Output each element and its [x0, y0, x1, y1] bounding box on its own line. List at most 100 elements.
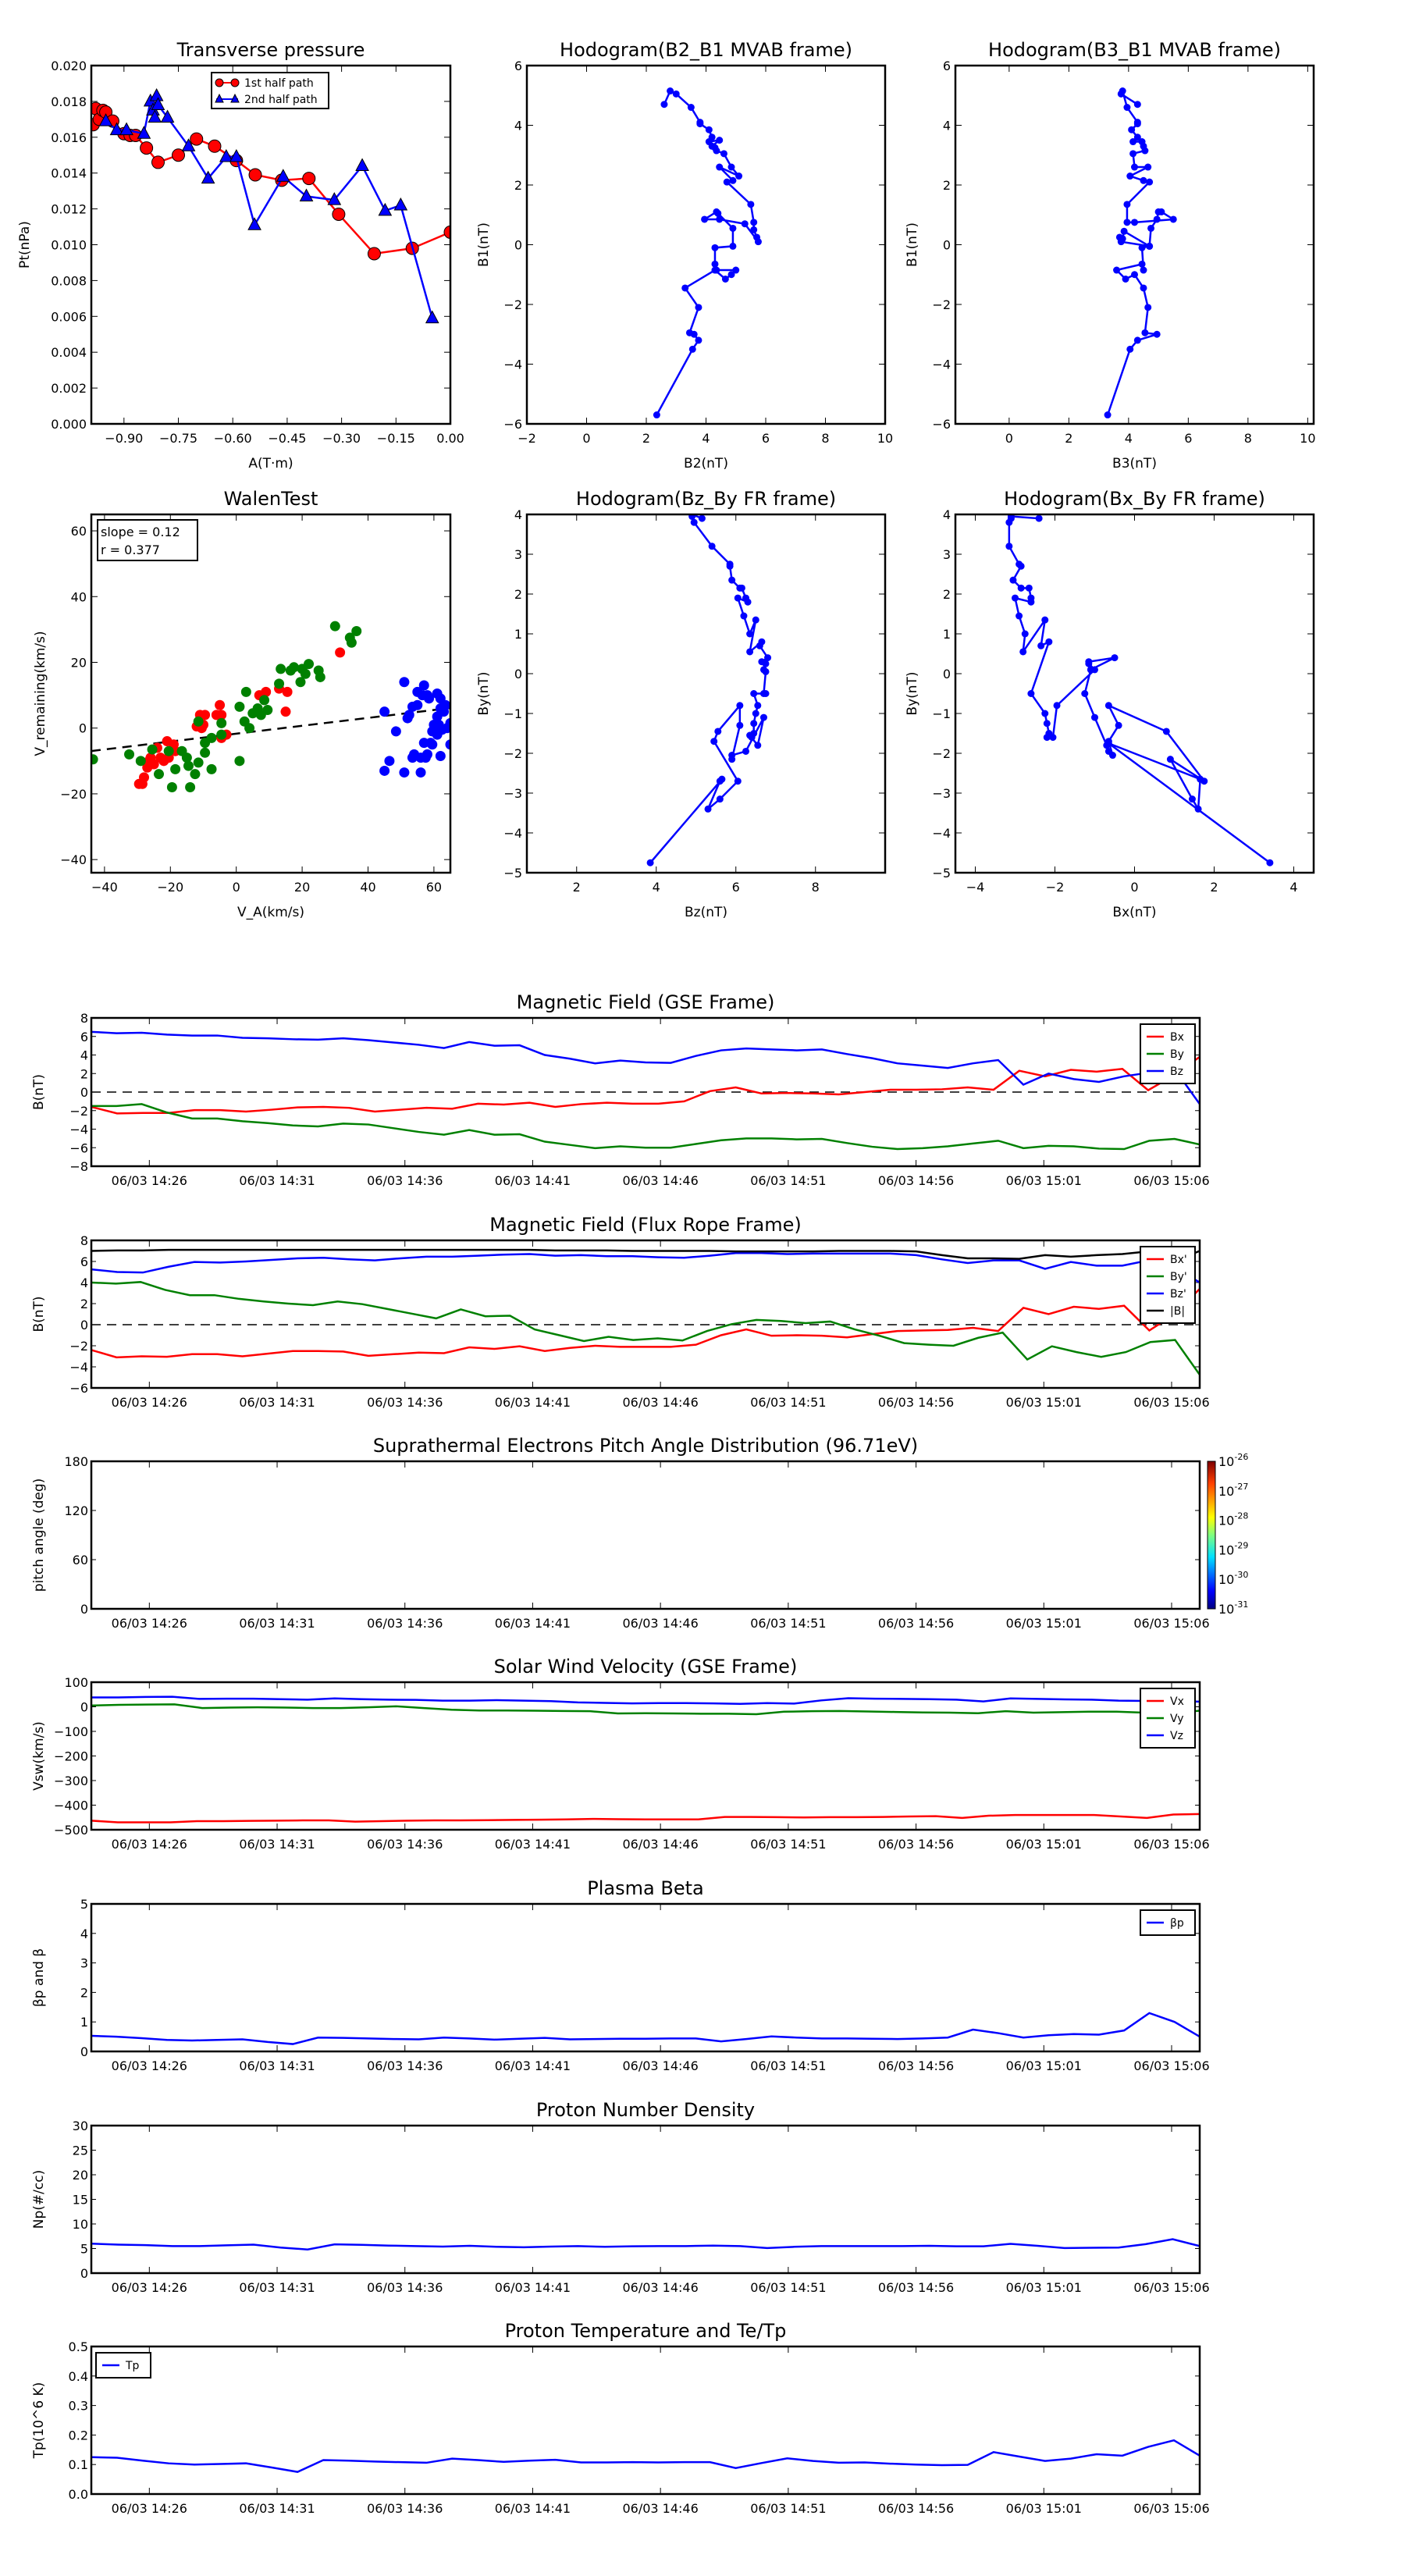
data-point [646, 859, 654, 866]
y-tick-label: 60 [71, 524, 87, 539]
chart-title: Plasma Beta [587, 1877, 703, 1899]
data-point [1141, 329, 1149, 336]
colorbar [1207, 1461, 1216, 1610]
plot-frame [525, 513, 887, 874]
x-tick-label: 06/03 15:06 [1133, 2280, 1209, 2295]
data-point [759, 713, 767, 721]
data-point [1043, 734, 1051, 742]
x-tick-label: 06/03 14:46 [622, 1616, 698, 1631]
x-tick-label: 6 [732, 880, 740, 895]
x-axis-label: V_A(km/s) [237, 905, 304, 920]
colorbar-tick-label: 10-30 [1218, 1570, 1248, 1587]
data-point [185, 782, 196, 793]
data-point [440, 699, 450, 710]
plot-frame [525, 64, 887, 425]
data-point [1117, 238, 1125, 246]
y-tick-label: 4 [943, 507, 951, 522]
chart-title: Hodogram(Bx_By FR frame) [1004, 488, 1265, 510]
legend-label: By' [1170, 1271, 1187, 1283]
data-point [750, 720, 758, 728]
data-point [756, 642, 763, 649]
y-axis-label: B1(nT) [905, 222, 920, 267]
y-tick-label: 0.018 [51, 94, 87, 109]
data-point [183, 760, 194, 771]
data-point [1194, 805, 1202, 813]
plot-frame [90, 1902, 1201, 2053]
data-point [704, 805, 712, 813]
x-tick-label: 06/03 14:36 [367, 1395, 443, 1410]
y-tick-label: 2 [80, 1066, 88, 1081]
data-point [752, 710, 759, 717]
data-point [1141, 147, 1149, 155]
plot-frame [90, 1016, 1201, 1168]
x-tick-label: 10 [1300, 431, 1315, 446]
data-point [744, 598, 752, 606]
data-point [351, 625, 362, 636]
data-point [734, 594, 742, 602]
data-point [443, 225, 450, 239]
data-point [259, 695, 270, 706]
data-point [1081, 690, 1089, 697]
data-point [718, 775, 726, 783]
plot-frame [90, 2345, 1201, 2496]
data-point [1166, 756, 1174, 763]
data-point [740, 612, 748, 620]
y-axis-label: pitch angle (deg) [31, 1478, 47, 1592]
data-point [412, 699, 423, 710]
series-line-Vy [91, 1703, 1200, 1716]
y-axis-label: B1(nT) [476, 222, 492, 267]
data-point [151, 97, 165, 110]
data-point [170, 763, 181, 774]
data-point [244, 723, 255, 734]
y-tick-label: −5 [503, 866, 522, 881]
data-point [716, 137, 724, 144]
y-tick-label: −2 [69, 1339, 88, 1354]
y-tick-label: 0.4 [69, 2369, 88, 2384]
x-tick-label: 06/03 14:31 [239, 2501, 315, 2516]
data-point [181, 138, 196, 151]
x-tick-label: −20 [157, 880, 183, 895]
data-point [379, 765, 390, 776]
data-point [1035, 514, 1043, 522]
x-tick-label: 06/03 14:36 [367, 2058, 443, 2073]
data-point [1041, 616, 1049, 624]
data-point [425, 310, 439, 324]
x-tick-label: −2 [518, 431, 536, 446]
data-point [1131, 163, 1138, 171]
x-tick-label: 60 [426, 880, 442, 895]
data-point [736, 702, 744, 710]
plot-frame [90, 1681, 1201, 1831]
colorbar-tick-label: 10-28 [1218, 1511, 1248, 1528]
plot-frame [90, 64, 452, 425]
data-point [1144, 304, 1152, 311]
plot-area [91, 2439, 1200, 2473]
y-tick-label: 0.5 [69, 2339, 88, 2354]
data-point [1146, 242, 1154, 250]
y-tick-label: 2 [943, 178, 951, 193]
y-tick-label: −400 [54, 1799, 88, 1813]
x-tick-label: 8 [821, 431, 829, 446]
x-tick-label: 06/03 15:06 [1133, 1616, 1209, 1631]
data-point [754, 702, 762, 710]
y-tick-label: 8 [80, 1011, 88, 1026]
y-tick-label: 1 [80, 2015, 88, 2030]
x-tick-label: 06/03 14:51 [750, 1616, 826, 1631]
y-tick-label: −6 [69, 1381, 88, 1396]
x-tick-label: 06/03 14:41 [495, 1837, 571, 1852]
data-point [193, 716, 204, 727]
chart-pitch-angle: Suprathermal Electrons Pitch Angle Distr… [31, 1435, 1248, 1631]
x-tick-label: 2 [573, 880, 581, 895]
data-point [742, 747, 749, 755]
x-tick-label: 06/03 14:26 [112, 1395, 187, 1410]
y-tick-label: 0 [514, 238, 522, 253]
x-tick-label: 06/03 14:41 [495, 2058, 571, 2073]
chart-title: Magnetic Field (GSE Frame) [517, 991, 775, 1013]
x-tick-label: 06/03 14:46 [622, 2501, 698, 2516]
data-point [424, 693, 435, 704]
chart-proton-temperature: Proton Temperature and Te/Tp 06/03 14:26 0… [31, 2320, 1210, 2516]
y-tick-label: 0 [80, 1318, 88, 1332]
data-point [399, 677, 410, 688]
x-tick-label: −0.60 [214, 431, 252, 446]
x-tick-label: 06/03 14:31 [239, 1173, 315, 1188]
data-point [240, 686, 251, 697]
